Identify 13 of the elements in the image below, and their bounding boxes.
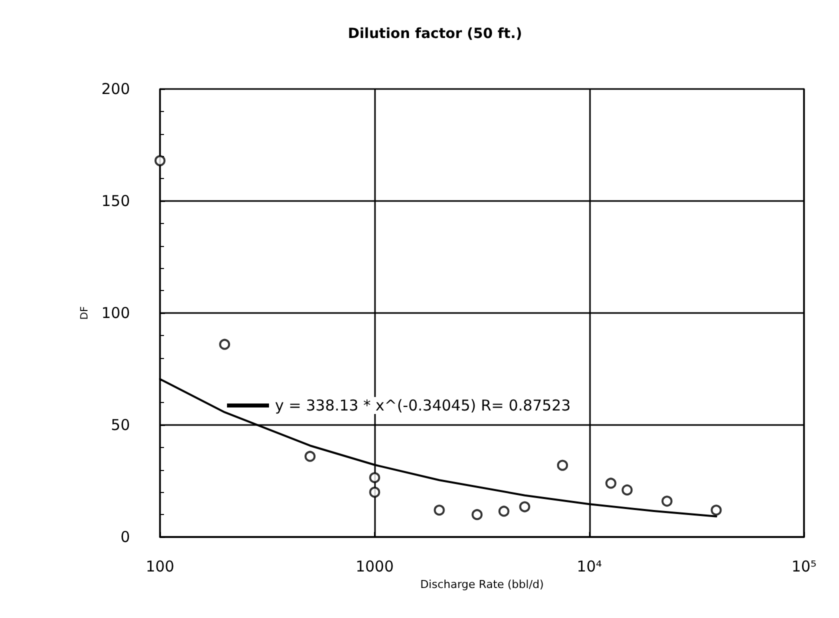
y-tick-label: 200 — [101, 80, 130, 98]
x-tick-label: 10⁵ — [791, 558, 817, 576]
x-axis-title: Discharge Rate (bbl/d) — [420, 578, 544, 591]
y-tick-label: 0 — [120, 528, 130, 546]
y-tick-label: 150 — [101, 192, 130, 210]
x-tick-label: 1000 — [356, 558, 394, 576]
x-tick-label: 10⁴ — [576, 558, 602, 576]
y-axis-title: DF — [80, 306, 90, 320]
x-tick-label: 100 — [146, 558, 174, 576]
y-tick-label: 100 — [101, 304, 130, 322]
y-tick-label: 50 — [110, 416, 130, 434]
legend-label: y = 338.13 * x^(-0.34045) R= 0.87523 — [275, 396, 571, 414]
chart-title: Dilution factor (50 ft.) — [348, 26, 522, 42]
